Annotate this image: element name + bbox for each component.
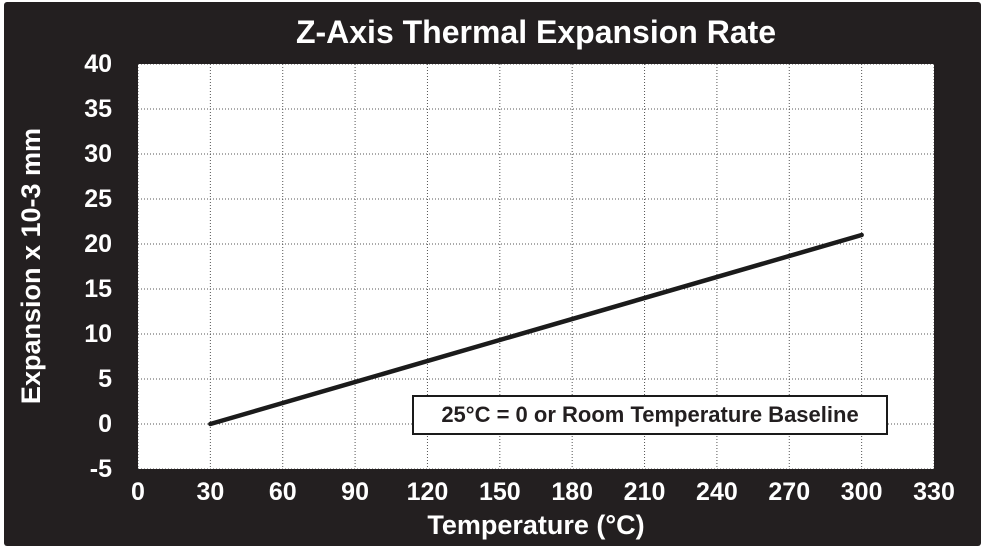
y-tick-label: 0: [98, 410, 112, 438]
y-tick-label: 20: [84, 230, 112, 258]
y-tick-label: 40: [84, 50, 112, 78]
x-axis-label: Temperature (°C): [427, 510, 645, 540]
y-tick-label: 25: [84, 185, 112, 213]
x-tick-label: 330: [913, 478, 955, 506]
y-tick-label: 5: [98, 365, 112, 393]
x-tick-label: 0: [131, 478, 145, 506]
x-tick-label: 300: [840, 478, 883, 506]
x-tick-label: 240: [696, 478, 738, 506]
chart-frame: Z-Axis Thermal Expansion Rate Expansion …: [4, 2, 981, 546]
plot-svg: [138, 64, 934, 469]
y-tick-label: 30: [84, 140, 112, 168]
x-tick-label: 210: [623, 478, 666, 506]
x-tick-label: 90: [341, 478, 369, 506]
data-line: [208, 232, 864, 427]
y-tick-label: 15: [84, 275, 112, 303]
x-tick-label: 30: [196, 478, 225, 506]
annotation-box: 25°C = 0 or Room Temperature Baseline: [412, 395, 888, 435]
x-tick-label: 270: [768, 478, 811, 506]
x-tick-label: 150: [478, 478, 521, 506]
plot-area: 25°C = 0 or Room Temperature Baseline: [138, 64, 934, 469]
y-tick-label: -5: [89, 455, 112, 483]
x-tick-label: 180: [551, 478, 594, 506]
y-tick-label: 35: [84, 95, 112, 123]
chart-title: Z-Axis Thermal Expansion Rate: [295, 14, 777, 50]
x-tick-label: 60: [268, 478, 297, 506]
x-tick-label: 120: [406, 478, 449, 506]
y-tick-label: 10: [84, 320, 112, 348]
